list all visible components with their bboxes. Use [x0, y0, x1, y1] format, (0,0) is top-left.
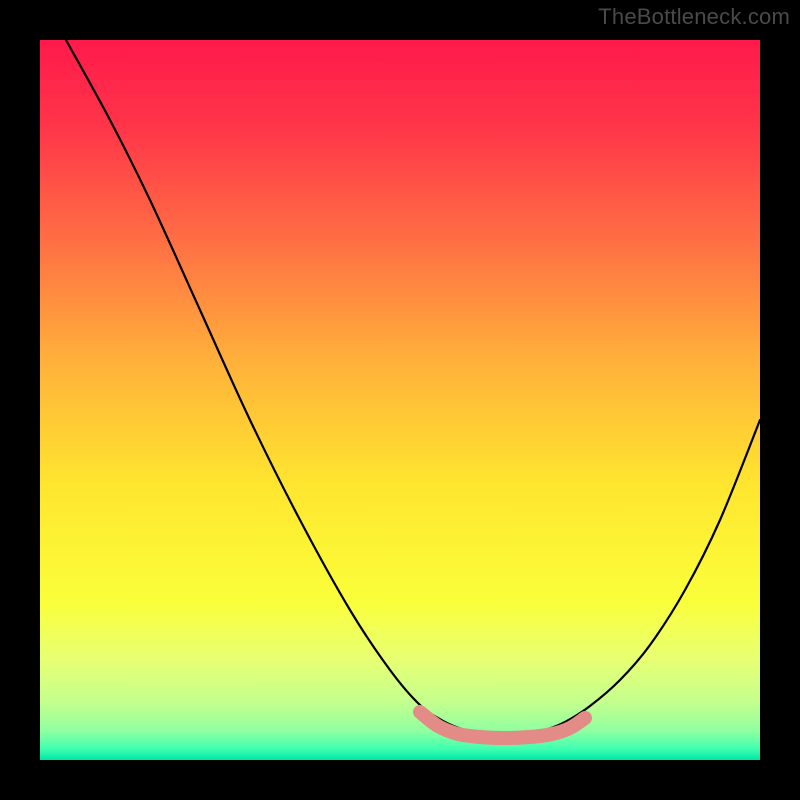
bottleneck-curve-chart	[0, 0, 800, 800]
watermark-text: TheBottleneck.com	[598, 4, 790, 30]
chart-container: TheBottleneck.com	[0, 0, 800, 800]
plot-background	[40, 40, 760, 760]
